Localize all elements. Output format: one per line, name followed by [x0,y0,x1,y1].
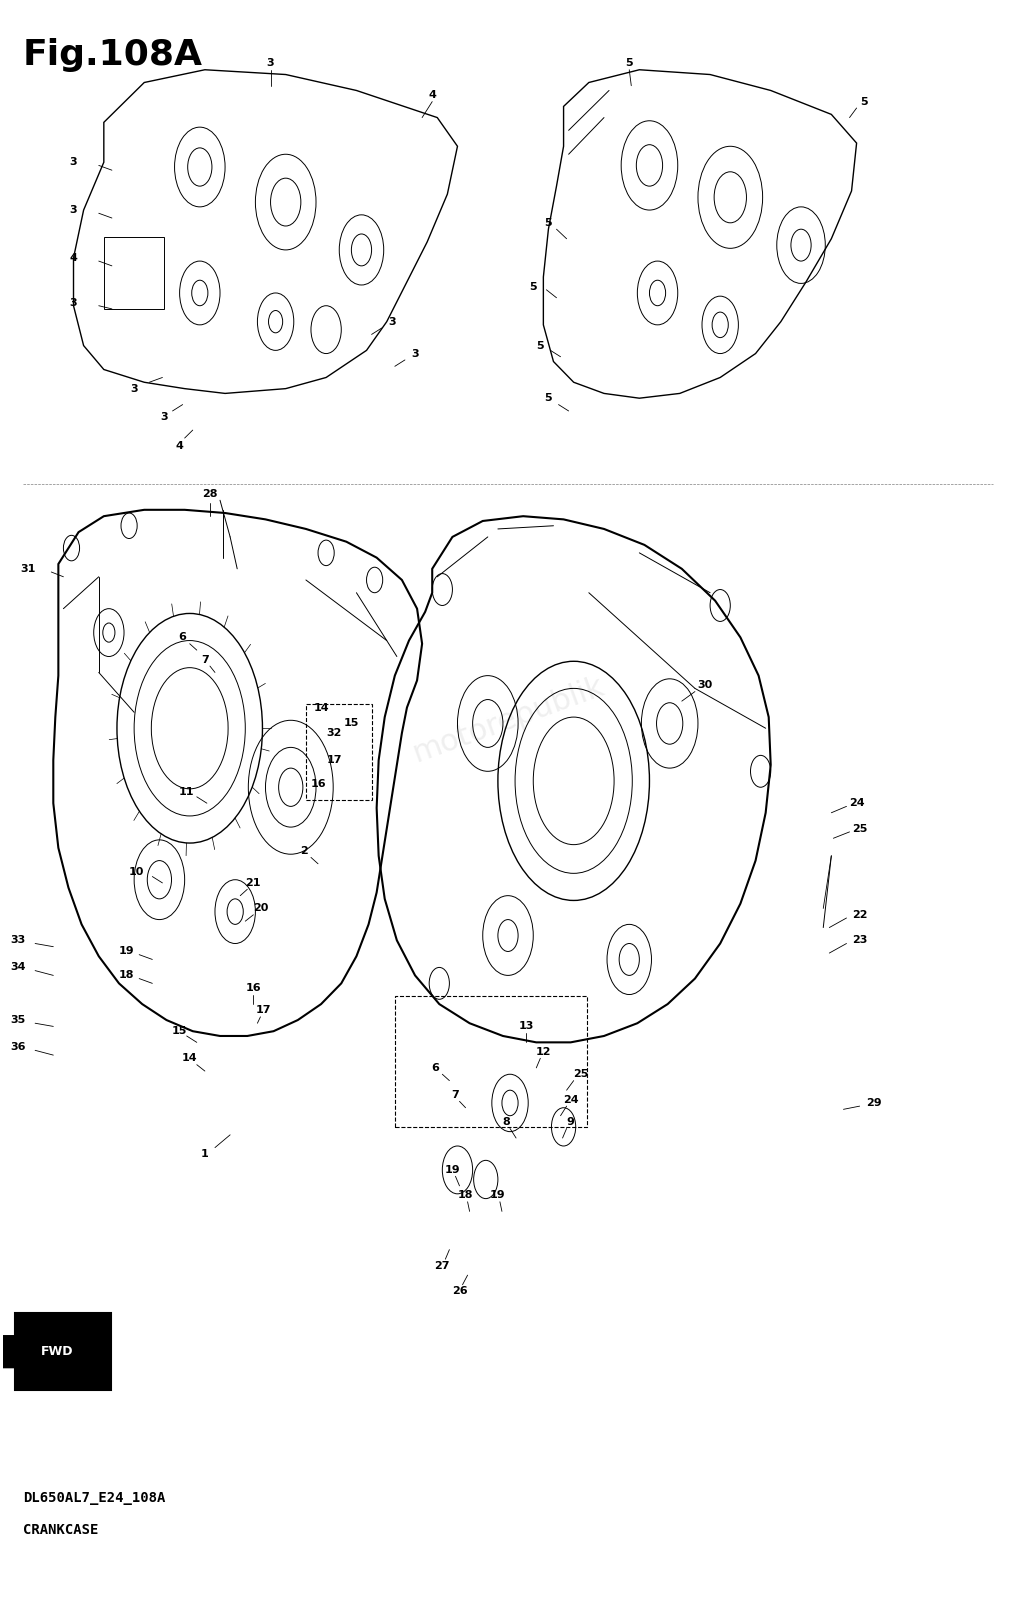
Text: 2: 2 [300,846,308,856]
Text: 21: 21 [246,878,261,888]
Text: CRANKCASE: CRANKCASE [23,1523,99,1538]
Text: 1: 1 [201,1149,208,1158]
Text: 17: 17 [326,755,342,765]
Text: 4: 4 [176,442,184,451]
Text: 3: 3 [267,58,274,69]
Text: 29: 29 [866,1098,882,1107]
Text: 8: 8 [502,1117,510,1126]
Text: 10: 10 [128,867,144,877]
Text: 34: 34 [10,963,25,973]
Text: 30: 30 [697,680,712,690]
Text: 5: 5 [860,96,868,107]
Text: 27: 27 [435,1261,450,1270]
Text: 6: 6 [179,632,187,642]
Bar [306,704,372,800]
Text: 9: 9 [567,1117,575,1126]
Text: 3: 3 [70,205,77,214]
Bar [395,997,587,1126]
Text: 7: 7 [201,654,208,664]
Text: 18: 18 [118,970,134,981]
Text: 15: 15 [343,718,359,728]
Text: motorepublik: motorepublik [408,672,608,768]
Text: 32: 32 [326,728,342,738]
Text: 33: 33 [10,936,25,946]
Text: 5: 5 [536,341,545,350]
Text: 18: 18 [458,1190,473,1200]
FancyArrow shape [0,1323,15,1379]
Text: 5: 5 [529,282,537,291]
Text: 20: 20 [253,904,268,914]
Text: DL650AL7_E24_108A: DL650AL7_E24_108A [23,1491,166,1506]
Text: 3: 3 [130,384,138,394]
Text: 11: 11 [179,787,194,797]
Bar [104,237,165,309]
Text: 28: 28 [202,490,217,499]
Text: 3: 3 [161,413,169,422]
Text: 24: 24 [848,798,865,808]
Text: 5: 5 [545,394,553,403]
Text: 22: 22 [851,910,868,920]
Text: 25: 25 [573,1069,588,1080]
Text: 35: 35 [10,1014,25,1026]
Text: 25: 25 [852,824,868,834]
Text: Fig.108A: Fig.108A [23,38,203,72]
Text: 19: 19 [445,1165,460,1174]
Text: 3: 3 [388,317,395,326]
Text: 4: 4 [429,90,436,101]
Text: 3: 3 [411,349,419,358]
Text: 36: 36 [10,1042,25,1053]
Text: 17: 17 [256,1005,271,1016]
Text: 23: 23 [852,936,868,946]
FancyBboxPatch shape [15,1314,111,1390]
Text: 26: 26 [452,1286,467,1296]
Text: 14: 14 [182,1053,197,1064]
Text: 4: 4 [69,253,77,262]
Text: 3: 3 [70,298,77,307]
Text: 12: 12 [535,1046,551,1058]
Text: 24: 24 [563,1094,578,1104]
Text: 5: 5 [545,218,553,227]
Text: 15: 15 [172,1026,187,1037]
Text: 14: 14 [313,702,329,712]
Text: 5: 5 [626,58,633,69]
Text: 19: 19 [118,947,134,957]
Text: 6: 6 [432,1062,439,1074]
Text: 19: 19 [490,1190,506,1200]
Text: 7: 7 [451,1090,459,1099]
Text: 31: 31 [20,563,36,574]
Text: FWD: FWD [42,1346,74,1358]
Text: 13: 13 [518,1021,533,1032]
Text: 16: 16 [310,779,326,789]
Text: 16: 16 [246,982,261,994]
Text: 3: 3 [70,157,77,168]
